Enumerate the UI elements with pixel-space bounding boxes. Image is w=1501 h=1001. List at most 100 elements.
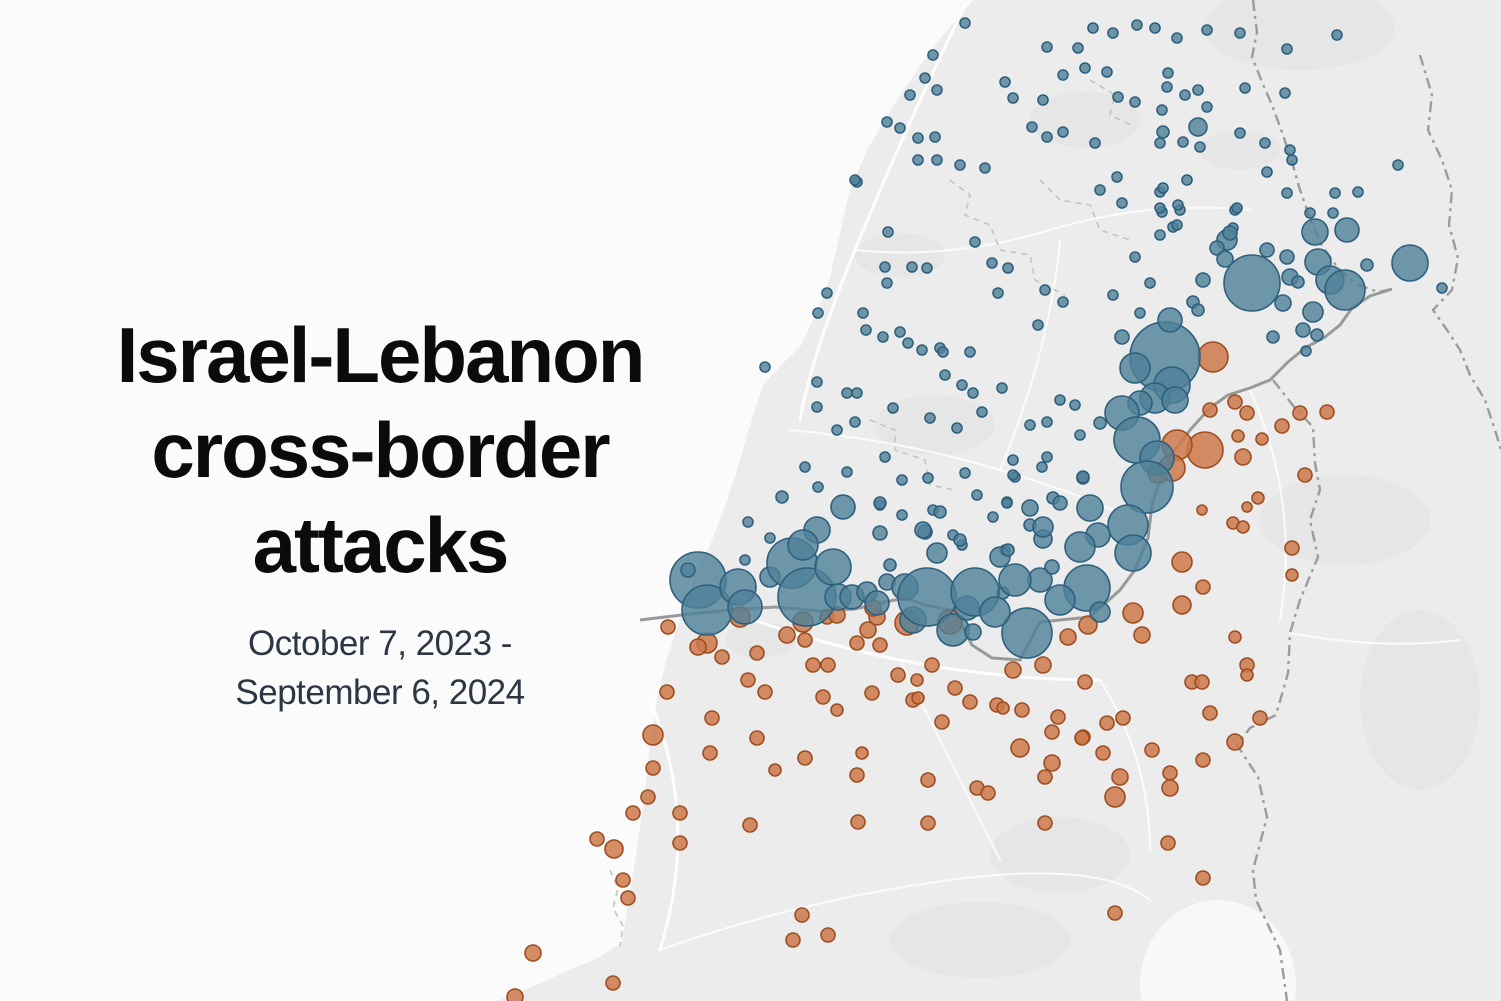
attack-circle-blue[interactable] (1039, 284, 1051, 296)
attack-circle-blue[interactable] (904, 89, 916, 101)
attack-circle-orange[interactable] (1195, 579, 1211, 595)
attack-circle-blue[interactable] (926, 542, 948, 564)
attack-circle-orange[interactable] (1252, 710, 1268, 726)
attack-circle-blue[interactable] (1101, 66, 1113, 78)
attack-circle-blue[interactable] (831, 424, 843, 436)
attack-circle-blue[interactable] (1129, 251, 1141, 263)
attack-circle-blue[interactable] (1093, 416, 1107, 430)
attack-circle-orange[interactable] (1297, 467, 1313, 483)
attack-circle-blue[interactable] (1144, 277, 1156, 289)
attack-circle-orange[interactable] (947, 680, 963, 696)
attack-circle-orange[interactable] (1197, 341, 1229, 373)
attack-circle-blue[interactable] (1391, 244, 1429, 282)
attack-circle-orange[interactable] (625, 805, 641, 821)
attack-circle-blue[interactable] (1041, 131, 1053, 143)
attack-circle-orange[interactable] (1171, 551, 1193, 573)
attack-circle-blue[interactable] (951, 422, 963, 434)
attack-circle-orange[interactable] (1202, 705, 1218, 721)
attack-circle-blue[interactable] (812, 481, 824, 493)
attack-circle-orange[interactable] (605, 975, 621, 991)
attack-circle-orange[interactable] (645, 760, 661, 776)
attack-circle-blue[interactable] (1069, 399, 1081, 411)
attack-circle-blue[interactable] (927, 49, 939, 61)
attack-circle-orange[interactable] (1078, 615, 1098, 635)
attack-circle-orange[interactable] (1236, 520, 1250, 534)
attack-circle-blue[interactable] (931, 84, 943, 96)
attack-circle-blue[interactable] (896, 509, 908, 521)
attack-circle-blue[interactable] (727, 589, 763, 625)
attack-circle-blue[interactable] (1037, 94, 1049, 106)
attack-circle-blue[interactable] (1154, 137, 1166, 149)
attack-circle-orange[interactable] (1292, 405, 1308, 421)
attack-circle-blue[interactable] (1041, 451, 1053, 463)
attack-circle-blue[interactable] (1331, 29, 1343, 41)
attack-circle-orange[interactable] (1274, 418, 1290, 434)
attack-circle-orange[interactable] (1234, 448, 1252, 466)
attack-circle-orange[interactable] (659, 684, 675, 700)
attack-points-blue[interactable] (669, 17, 1448, 659)
attack-circle-orange[interactable] (1044, 724, 1060, 740)
attack-circle-blue[interactable] (1259, 137, 1271, 149)
attack-circle-blue[interactable] (956, 379, 968, 391)
attack-circle-orange[interactable] (702, 745, 718, 761)
attack-circle-orange[interactable] (1319, 404, 1335, 420)
attack-circle-orange[interactable] (920, 772, 936, 788)
attack-circle-blue[interactable] (964, 346, 976, 358)
attack-circle-orange[interactable] (1172, 595, 1192, 615)
attack-circle-blue[interactable] (849, 174, 861, 186)
attack-circle-blue[interactable] (1162, 67, 1174, 79)
attack-circle-orange[interactable] (820, 927, 836, 943)
attack-circle-orange[interactable] (749, 730, 765, 746)
attack-circle-orange[interactable] (830, 703, 844, 717)
attack-circle-blue[interactable] (1134, 307, 1146, 319)
attack-circle-orange[interactable] (506, 988, 524, 1001)
attack-circle-orange[interactable] (1240, 668, 1254, 682)
attack-circle-orange[interactable] (1194, 674, 1210, 690)
attack-circle-orange[interactable] (768, 763, 782, 777)
attack-circle-blue[interactable] (1194, 141, 1206, 153)
attack-circle-orange[interactable] (1161, 779, 1179, 797)
attack-circle-blue[interactable] (998, 563, 1032, 597)
attack-circle-orange[interactable] (589, 831, 605, 847)
attack-circle-blue[interactable] (914, 521, 932, 539)
attack-circle-blue[interactable] (814, 548, 852, 586)
attack-circle-blue[interactable] (1352, 186, 1364, 198)
attack-circle-orange[interactable] (1010, 738, 1030, 758)
attack-circle-orange[interactable] (1226, 733, 1244, 751)
attack-circle-blue[interactable] (1002, 262, 1014, 274)
attack-circle-blue[interactable] (1324, 269, 1366, 311)
attack-circle-blue[interactable] (759, 361, 771, 373)
attack-circle-blue[interactable] (841, 466, 853, 478)
attack-circle-blue[interactable] (849, 416, 861, 428)
attack-circle-blue[interactable] (1181, 174, 1193, 186)
attack-circle-blue[interactable] (1172, 199, 1184, 211)
attack-circle-blue[interactable] (1327, 207, 1339, 219)
attack-circle-orange[interactable] (1133, 626, 1151, 644)
attack-circle-blue[interactable] (967, 387, 979, 399)
attack-circle-orange[interactable] (1104, 786, 1126, 808)
attack-circle-blue[interactable] (1279, 249, 1295, 265)
attack-circle-blue[interactable] (680, 562, 696, 578)
attack-circle-orange[interactable] (778, 626, 796, 644)
attack-circle-blue[interactable] (906, 261, 918, 273)
attack-circle-orange[interactable] (642, 724, 664, 746)
attack-circle-blue[interactable] (1201, 24, 1213, 36)
attack-circle-orange[interactable] (1284, 540, 1300, 556)
attack-circle-orange[interactable] (749, 645, 765, 661)
attack-circle-orange[interactable] (1107, 905, 1123, 921)
attack-circle-blue[interactable] (1234, 127, 1246, 139)
attack-circle-orange[interactable] (815, 689, 831, 705)
attack-circle-blue[interactable] (1192, 84, 1204, 96)
attack-circle-orange[interactable] (740, 672, 756, 688)
attack-circle-blue[interactable] (887, 402, 899, 414)
attack-circle-blue[interactable] (1026, 121, 1038, 133)
attack-circle-blue[interactable] (1089, 601, 1111, 623)
attack-circle-orange[interactable] (1034, 656, 1052, 674)
attack-circle-blue[interactable] (969, 236, 981, 248)
attack-circle-orange[interactable] (672, 835, 688, 851)
attack-circle-orange[interactable] (805, 657, 821, 673)
attack-circle-blue[interactable] (1436, 282, 1448, 294)
attack-circle-blue[interactable] (1281, 187, 1293, 199)
attack-circle-orange[interactable] (859, 621, 877, 639)
attack-circle-orange[interactable] (980, 785, 996, 801)
